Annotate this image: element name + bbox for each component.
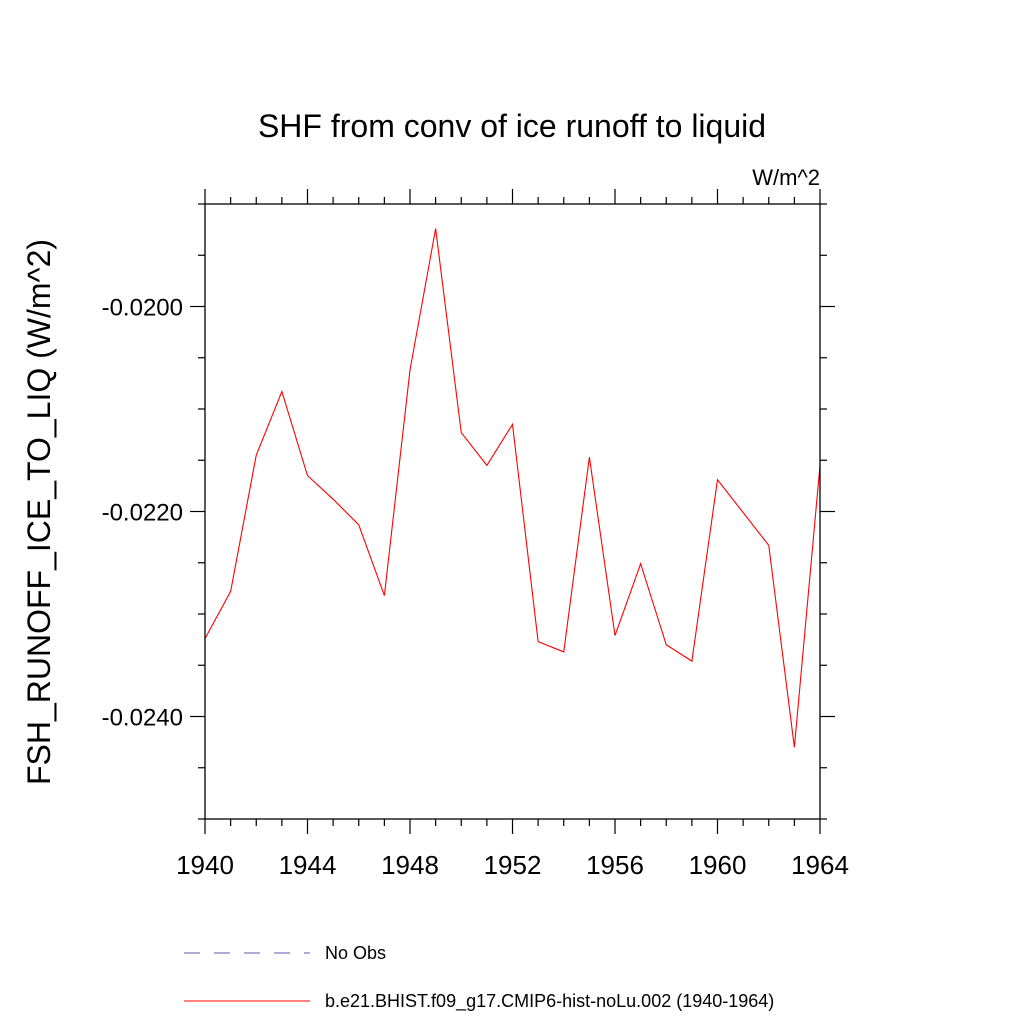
x-tick-label: 1956 [586,850,644,880]
x-tick-label: 1960 [689,850,747,880]
x-tick-label: 1952 [484,850,542,880]
legend-label-no-obs: No Obs [325,943,386,963]
legend: No Obs b.e21.BHIST.f09_g17.CMIP6-hist-no… [184,943,774,1012]
legend-label-model: b.e21.BHIST.f09_g17.CMIP6-hist-noLu.002 … [325,991,774,1012]
y-axis-ticks: -0.0200 -0.0220 -0.0240 [102,203,835,820]
x-tick-label: 1944 [279,850,337,880]
y-tick-label: -0.0240 [102,705,183,732]
units-label: W/m^2 [752,165,820,190]
plot-frame [204,203,821,820]
chart-title: SHF from conv of ice runoff to liquid [258,108,766,144]
x-tick-label: 1948 [381,850,439,880]
x-tick-label: 1940 [176,850,234,880]
series-line-0 [204,228,821,748]
y-axis-label: FSH_RUNOFF_ICE_TO_LIQ (W/m^2) [21,239,57,785]
y-tick-label: -0.0200 [102,295,183,322]
y-tick-label: -0.0220 [102,500,183,527]
x-tick-label: 1964 [791,850,849,880]
x-axis-ticks: 1940 1944 1948 1952 1956 1960 1964 [176,189,849,880]
plot-lines [204,228,821,748]
